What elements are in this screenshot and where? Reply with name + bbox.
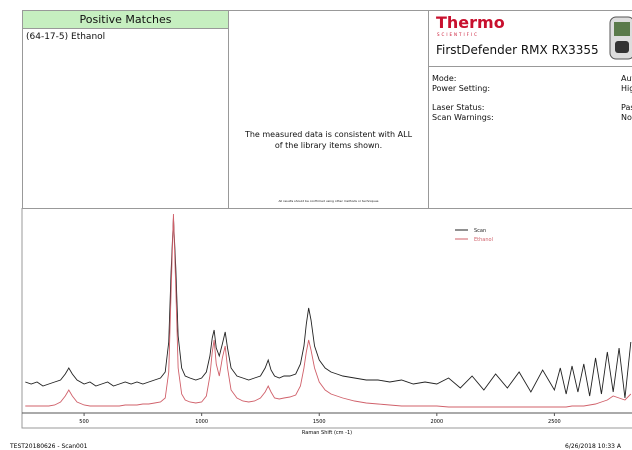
matches-panel: Positive Matches (64-17-5) Ethanol	[22, 10, 229, 209]
model: FirstDefender RMX RX3355	[436, 43, 599, 57]
result-message: The measured data is consistent with ALL…	[244, 130, 413, 150]
field-value: Auto	[621, 74, 632, 83]
legend-label: Ethanol	[474, 237, 493, 243]
chart-frame	[21, 208, 632, 429]
x-tick-label: 2000	[430, 419, 443, 425]
x-tick-label: 500	[79, 419, 89, 425]
field-value: None	[621, 113, 632, 122]
series-line	[25, 213, 632, 408]
match-item: (64-17-5) Ethanol	[26, 32, 106, 42]
field-value: Pass	[621, 103, 632, 112]
field-label: Scan Warnings:	[432, 113, 494, 122]
legend-label: Scan	[474, 228, 486, 234]
footer-right: 6/26/2018 10:33 A	[565, 443, 622, 450]
field-label: Mode:	[432, 74, 457, 83]
device-icon	[609, 16, 632, 60]
x-tick-label: 1500	[313, 419, 326, 425]
brand-sub: SCIENTIFIC	[437, 32, 479, 37]
chart: Raman Shift (cm -1) TEST20180626 - Scan0…	[9, 208, 632, 450]
disclaimer: All results should be confirmed using ot…	[278, 199, 379, 203]
x-tick-label: 1000	[195, 419, 208, 425]
series-line	[25, 217, 632, 399]
footer-left: TEST20180626 - Scan001	[9, 443, 88, 450]
result-panel: The measured data is consistent with ALL…	[228, 10, 429, 209]
instrument-panel: Thermo SCIENTIFIC FirstDefender RMX RX33…	[428, 10, 632, 209]
x-tick-label: 2500	[548, 419, 561, 425]
field-label: Power Setting:	[432, 84, 491, 93]
matches-title: Positive Matches	[23, 11, 228, 29]
brand: Thermo	[436, 13, 505, 32]
field-label: Laser Status:	[432, 103, 485, 112]
field-value: High	[621, 84, 632, 93]
x-axis-label: Raman Shift (cm -1)	[302, 430, 352, 436]
